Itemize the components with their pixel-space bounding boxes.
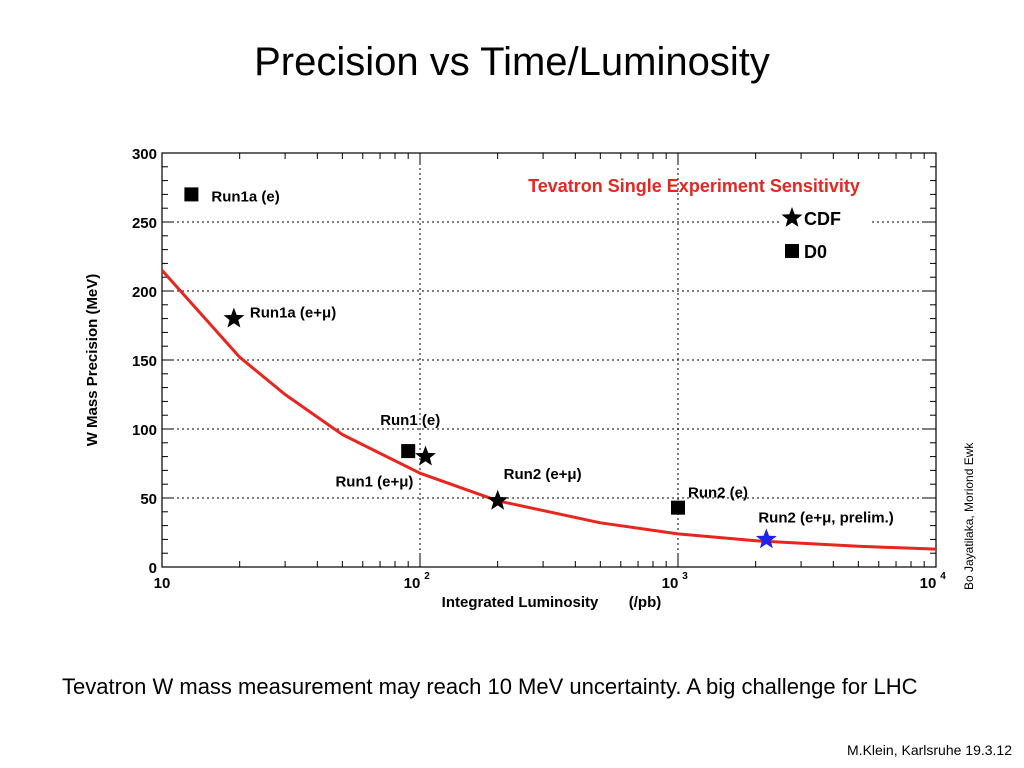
x-tick-label: 10 2 bbox=[404, 571, 431, 592]
y-tick-label: 0 bbox=[149, 560, 157, 577]
x-tick-label-text: 10 bbox=[154, 575, 171, 592]
data-point-label: Run2 (e+μ, prelim.) bbox=[758, 509, 893, 526]
y-tick-label: 100 bbox=[132, 422, 157, 439]
side-credit: Bo Jayatilaka, Moriond Ewk bbox=[962, 442, 976, 590]
x-tick-label-exponent: 4 bbox=[940, 571, 946, 582]
x-tick-label: 10 bbox=[154, 575, 171, 592]
data-point-square bbox=[671, 500, 685, 515]
data-point-star bbox=[755, 528, 777, 549]
x-axis-title: Integrated Luminosity bbox=[442, 594, 599, 611]
data-point-label: Run1 (e+μ) bbox=[335, 474, 413, 491]
legend-label: CDF bbox=[804, 209, 841, 229]
legend-square-icon bbox=[785, 244, 799, 258]
y-tick-label: 200 bbox=[132, 284, 157, 301]
legend: CDF D0 bbox=[780, 203, 872, 265]
data-point-star bbox=[487, 489, 509, 510]
data-point-square bbox=[401, 444, 416, 459]
x-tick-label: 10 3 bbox=[662, 571, 689, 592]
x-tick-label-base: 10 bbox=[662, 575, 679, 592]
data-point-label: Run1 (e) bbox=[380, 412, 440, 429]
x-axis-unit: (/pb) bbox=[629, 594, 661, 611]
data-point-label: Run2 (e+μ) bbox=[504, 466, 582, 483]
data-point-star bbox=[415, 445, 436, 466]
data-point-star bbox=[223, 307, 245, 328]
x-tick-label-exponent: 3 bbox=[682, 571, 688, 582]
x-tick-label-base: 10 bbox=[404, 575, 421, 592]
x-tick-label: 10 4 bbox=[920, 571, 947, 592]
y-tick-label: 150 bbox=[132, 353, 157, 370]
x-tick-label-exponent: 2 bbox=[424, 571, 430, 582]
legend-label: D0 bbox=[804, 242, 827, 262]
y-tick-label: 250 bbox=[132, 215, 157, 232]
legend-star-icon bbox=[781, 207, 803, 227]
slide-title: Precision vs Time/Luminosity bbox=[254, 40, 770, 84]
y-tick-label: 300 bbox=[132, 146, 157, 163]
data-point-label: Run1a (e) bbox=[211, 188, 279, 205]
x-tick-label-base: 10 bbox=[920, 575, 937, 592]
data-point-label: Run2 (e) bbox=[688, 485, 748, 502]
y-tick-label: 50 bbox=[140, 491, 157, 508]
data-point-square bbox=[184, 187, 199, 202]
chart-title: Tevatron Single Experiment Sensitivity bbox=[528, 176, 860, 196]
caption: Tevatron W mass measurement may reach 10… bbox=[62, 674, 918, 699]
data-points bbox=[184, 187, 777, 549]
data-point-label: Run1a (e+μ) bbox=[250, 305, 336, 322]
footer-credit: M.Klein, Karlsruhe 19.3.12 bbox=[847, 742, 1012, 758]
text-labels: Tevatron Single Experiment Sensitivity CD… bbox=[211, 176, 893, 526]
y-axis-title: W Mass Precision (MeV) bbox=[84, 274, 101, 447]
